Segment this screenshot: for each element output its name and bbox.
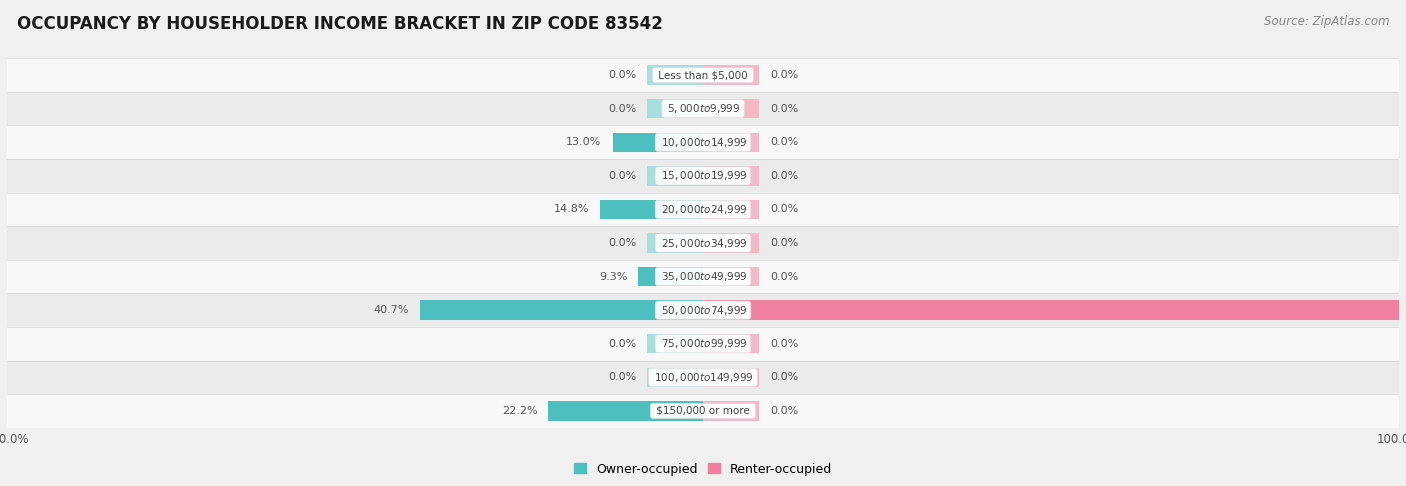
Text: 0.0%: 0.0% xyxy=(770,272,799,281)
Bar xyxy=(7,226,1399,260)
Bar xyxy=(703,99,759,119)
Bar xyxy=(613,133,703,152)
Text: 9.3%: 9.3% xyxy=(599,272,627,281)
Text: 13.0%: 13.0% xyxy=(567,137,602,147)
Bar xyxy=(7,192,1399,226)
Bar xyxy=(703,133,759,152)
Text: OCCUPANCY BY HOUSEHOLDER INCOME BRACKET IN ZIP CODE 83542: OCCUPANCY BY HOUSEHOLDER INCOME BRACKET … xyxy=(17,15,662,33)
Bar xyxy=(703,300,1399,320)
Bar xyxy=(600,200,703,219)
Bar xyxy=(7,327,1399,361)
Text: 0.0%: 0.0% xyxy=(770,238,799,248)
Text: 0.0%: 0.0% xyxy=(770,104,799,114)
Text: 14.8%: 14.8% xyxy=(554,205,589,214)
Text: $25,000 to $34,999: $25,000 to $34,999 xyxy=(658,237,748,249)
Text: 0.0%: 0.0% xyxy=(607,171,636,181)
Text: 0.0%: 0.0% xyxy=(770,372,799,382)
Text: $20,000 to $24,999: $20,000 to $24,999 xyxy=(658,203,748,216)
Bar xyxy=(638,267,703,286)
Text: $5,000 to $9,999: $5,000 to $9,999 xyxy=(665,102,741,115)
Bar xyxy=(703,200,759,219)
Text: 0.0%: 0.0% xyxy=(770,339,799,349)
Bar xyxy=(647,300,703,320)
Bar xyxy=(647,334,703,353)
Bar xyxy=(647,367,703,387)
Legend: Owner-occupied, Renter-occupied: Owner-occupied, Renter-occupied xyxy=(568,457,838,481)
Bar xyxy=(7,394,1399,428)
Bar xyxy=(703,166,759,186)
Text: $50,000 to $74,999: $50,000 to $74,999 xyxy=(658,304,748,317)
Text: Source: ZipAtlas.com: Source: ZipAtlas.com xyxy=(1264,15,1389,28)
Bar xyxy=(647,99,703,119)
Bar xyxy=(703,267,759,286)
Bar xyxy=(647,267,703,286)
Text: 0.0%: 0.0% xyxy=(770,171,799,181)
Text: 0.0%: 0.0% xyxy=(770,406,799,416)
Text: $100,000 to $149,999: $100,000 to $149,999 xyxy=(651,371,755,384)
Text: 40.7%: 40.7% xyxy=(373,305,409,315)
Text: 0.0%: 0.0% xyxy=(607,339,636,349)
Bar xyxy=(647,401,703,420)
Bar xyxy=(7,58,1399,92)
Text: 22.2%: 22.2% xyxy=(502,406,537,416)
Bar xyxy=(7,159,1399,192)
Bar xyxy=(703,300,759,320)
Bar xyxy=(7,125,1399,159)
Text: $15,000 to $19,999: $15,000 to $19,999 xyxy=(658,169,748,182)
Bar xyxy=(7,260,1399,294)
Bar xyxy=(703,66,759,85)
Bar xyxy=(7,294,1399,327)
Bar xyxy=(703,367,759,387)
Bar xyxy=(703,233,759,253)
Bar xyxy=(703,334,759,353)
Text: $150,000 or more: $150,000 or more xyxy=(652,406,754,416)
Text: 0.0%: 0.0% xyxy=(607,70,636,80)
Bar xyxy=(548,401,703,420)
Bar xyxy=(420,300,703,320)
Bar xyxy=(703,401,759,420)
Text: $35,000 to $49,999: $35,000 to $49,999 xyxy=(658,270,748,283)
Bar xyxy=(647,233,703,253)
Bar xyxy=(647,200,703,219)
Bar xyxy=(647,66,703,85)
Text: 0.0%: 0.0% xyxy=(770,137,799,147)
Bar xyxy=(647,133,703,152)
Text: $10,000 to $14,999: $10,000 to $14,999 xyxy=(658,136,748,149)
Bar xyxy=(7,361,1399,394)
Text: 0.0%: 0.0% xyxy=(770,70,799,80)
Text: $75,000 to $99,999: $75,000 to $99,999 xyxy=(658,337,748,350)
Text: 0.0%: 0.0% xyxy=(607,372,636,382)
Text: 0.0%: 0.0% xyxy=(770,205,799,214)
Text: 0.0%: 0.0% xyxy=(607,238,636,248)
Bar xyxy=(647,166,703,186)
Text: Less than $5,000: Less than $5,000 xyxy=(655,70,751,80)
Bar xyxy=(7,92,1399,125)
Text: 0.0%: 0.0% xyxy=(607,104,636,114)
